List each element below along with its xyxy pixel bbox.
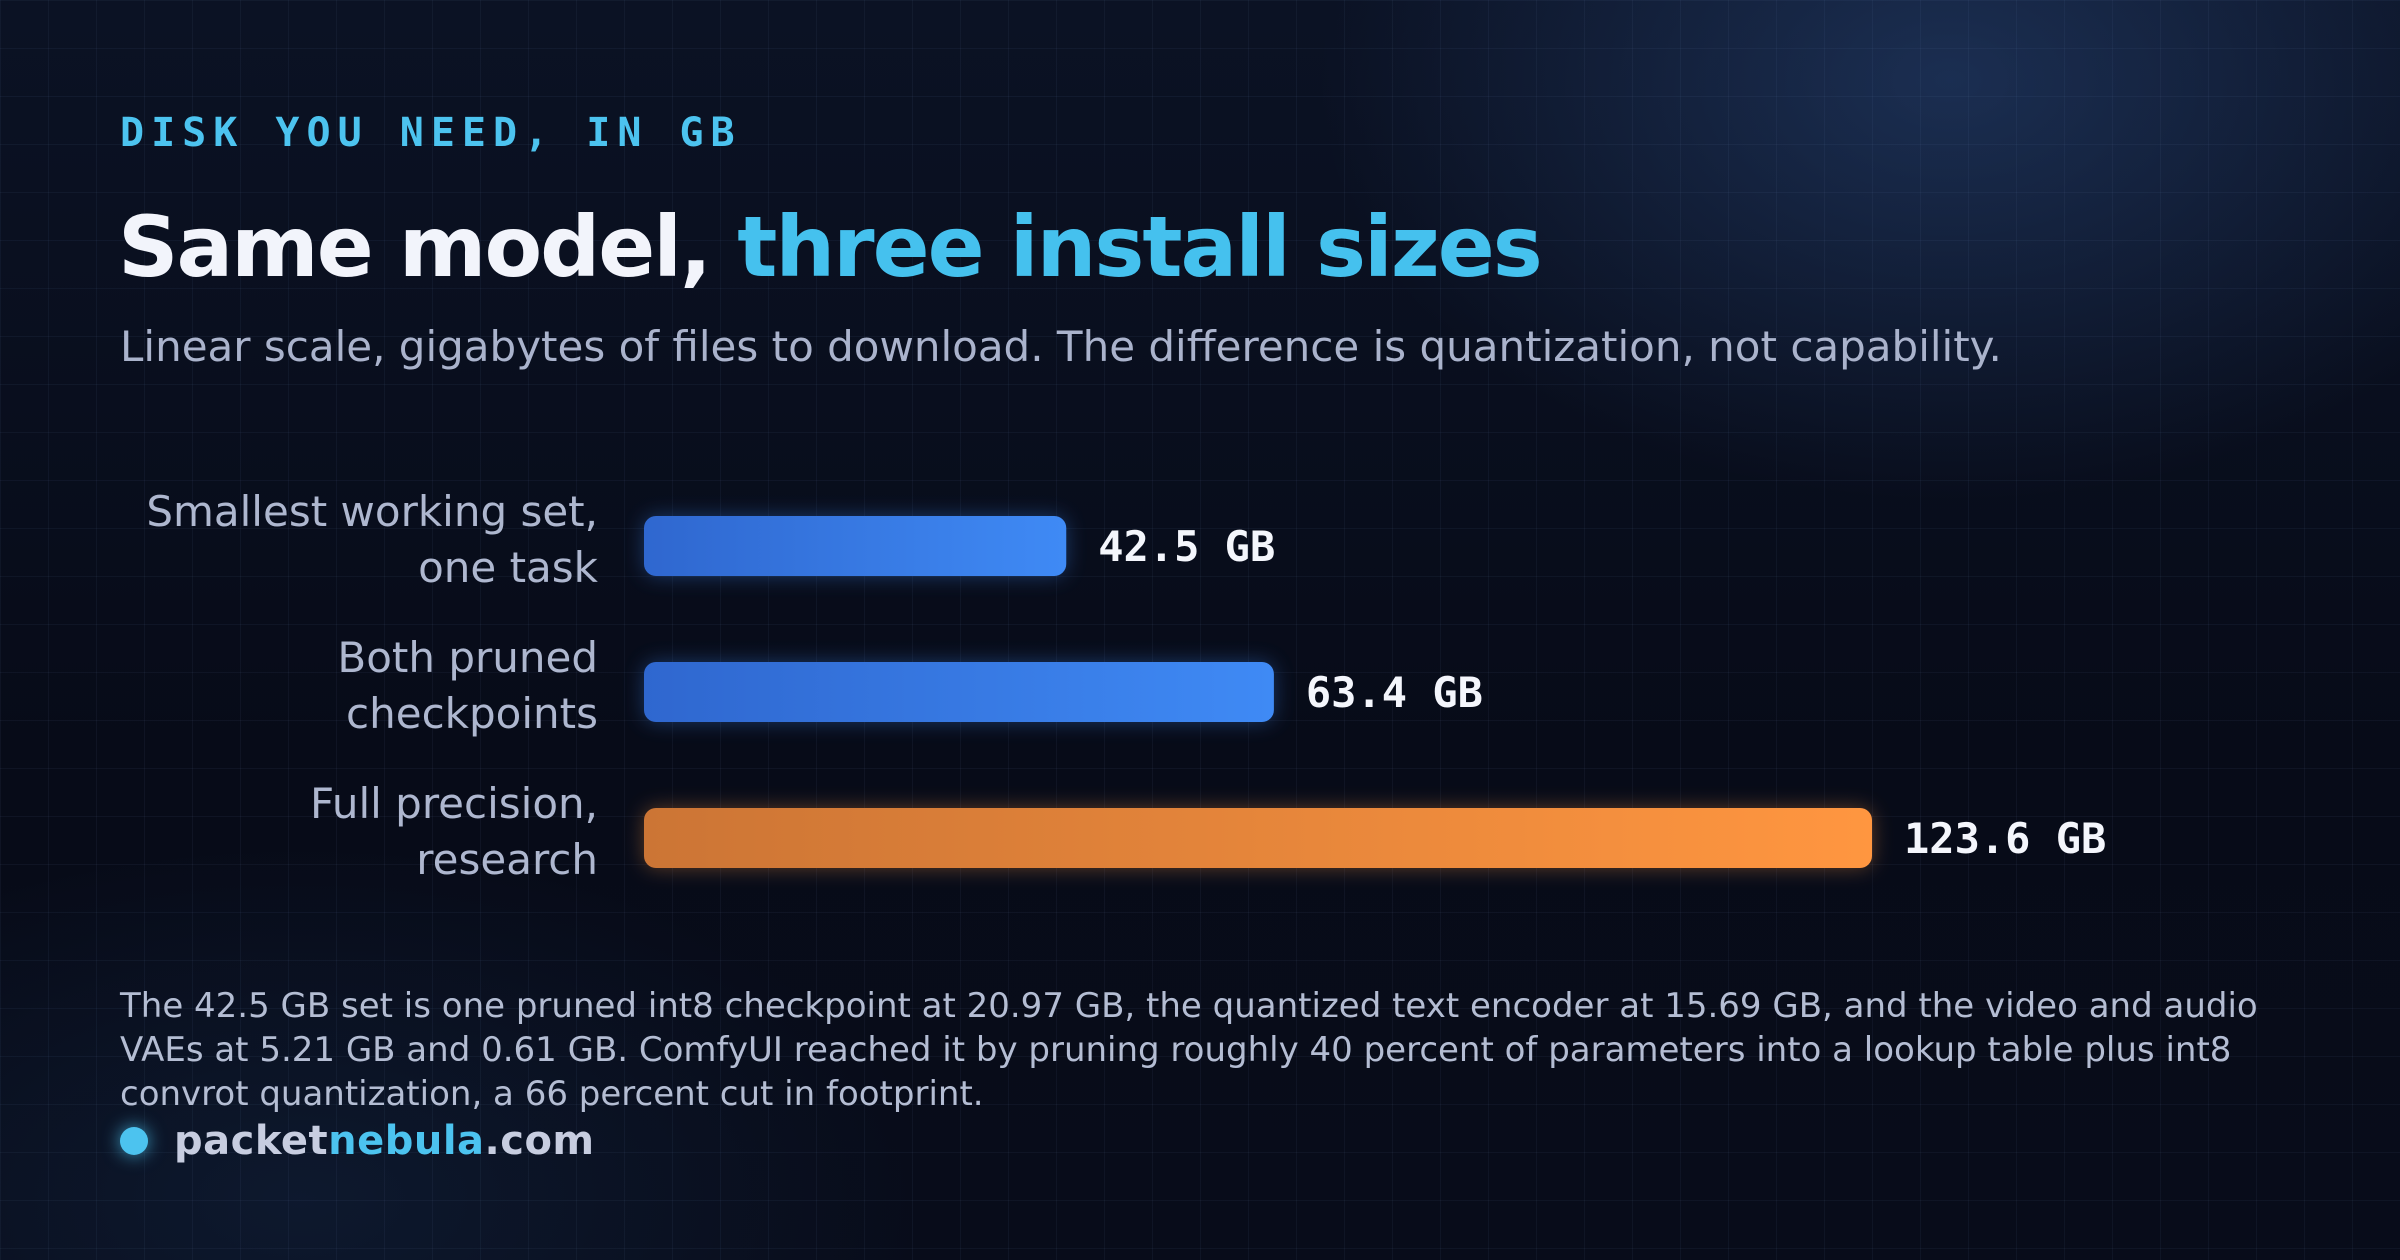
bar-chart: 42.5 GB Smallest working set, one task 63.4…: [146, 487, 2106, 884]
bar-value-label: 123.6 GB: [1904, 814, 2106, 863]
title-part-2: three install sizes: [737, 198, 1542, 296]
bar-2: [644, 662, 1274, 722]
bar-1: [644, 516, 1067, 576]
brand-part-2: nebula: [328, 1118, 485, 1164]
category-label: Both pruned checkpoints: [337, 633, 598, 738]
brand: packetnebula.com: [120, 1118, 595, 1164]
subtitle: Linear scale, gigabytes of files to down…: [120, 322, 2002, 371]
title-part-1: Same model,: [118, 198, 738, 296]
brand-part-1: packet: [174, 1118, 329, 1164]
brand-dot-icon: [120, 1127, 148, 1155]
footnote: The 42.5 GB set is one pruned int8 check…: [120, 986, 2258, 1114]
eyebrow-label: DISK YOU NEED, IN GB: [120, 110, 742, 156]
brand-name: packetnebula.com: [174, 1118, 595, 1164]
bar-3: [644, 808, 1872, 868]
category-label: Full precision, research: [310, 779, 598, 884]
bar-value-label: 42.5 GB: [1098, 522, 1275, 571]
brand-part-3: .com: [484, 1118, 595, 1164]
bar-value-label: 63.4 GB: [1306, 668, 1483, 717]
category-label: Smallest working set, one task: [146, 487, 598, 592]
page-title: Same model, three install sizes: [118, 198, 1543, 296]
